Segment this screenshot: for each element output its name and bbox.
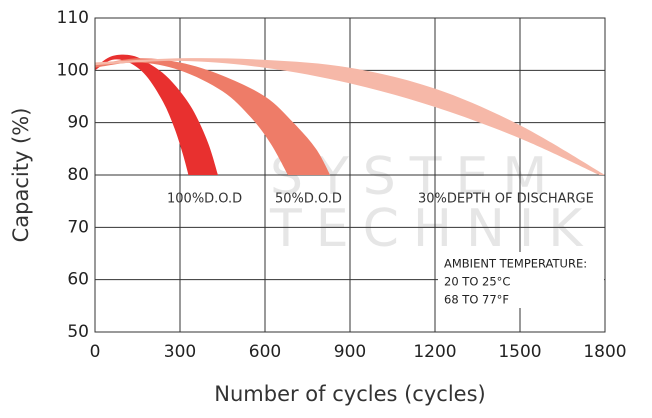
x-tick-label: 600 — [249, 342, 281, 362]
x-tick-label: 900 — [334, 342, 366, 362]
x-axis-title: Number of cycles (cycles) — [214, 382, 485, 406]
series-label: 100%D.O.D — [167, 192, 242, 207]
y-tick-label: 100 — [57, 60, 89, 80]
annotation: 20 TO 25°C — [444, 275, 510, 289]
band — [95, 54, 218, 176]
band — [95, 58, 331, 175]
x-tick-label: 1800 — [583, 342, 626, 362]
series-label: 30%DEPTH OF DISCHARGE — [418, 192, 594, 207]
annotation: 68 TO 77°F — [444, 293, 509, 307]
y-tick-label: 70 — [67, 217, 89, 237]
y-tick-label: 90 — [67, 113, 89, 133]
y-tick-label: 110 — [57, 8, 89, 28]
y-tick-label: 60 — [67, 270, 89, 290]
x-tick-label: 300 — [164, 342, 196, 362]
x-tick-label: 1500 — [498, 342, 541, 362]
x-tick-label: 1200 — [413, 342, 456, 362]
annotation: AMBIENT TEMPERATURE: — [444, 257, 587, 271]
band — [95, 58, 605, 176]
y-tick-label: 80 — [67, 165, 89, 185]
plot-border — [94, 17, 606, 333]
y-tick-label: 50 — [67, 322, 89, 342]
series-label: 50%D.O.D — [275, 192, 342, 207]
y-axis-title: Capacity (%) — [9, 108, 33, 243]
watermark: TECHNIK — [269, 199, 596, 259]
annotation-box — [438, 252, 604, 308]
x-tick-label: 0 — [90, 342, 101, 362]
